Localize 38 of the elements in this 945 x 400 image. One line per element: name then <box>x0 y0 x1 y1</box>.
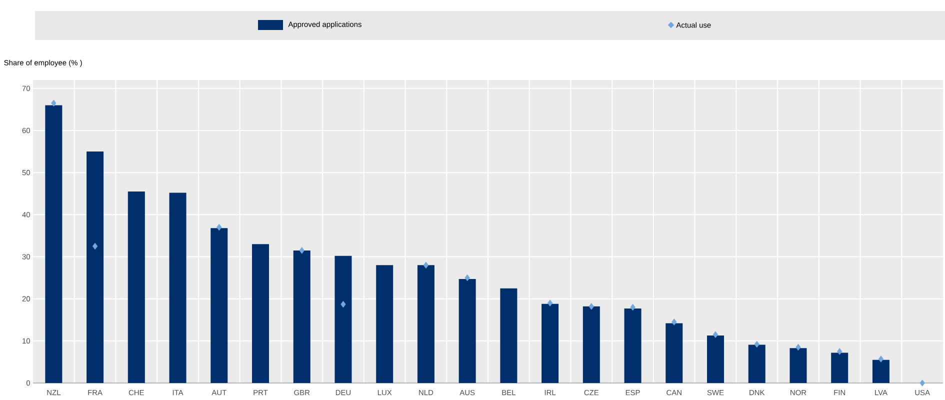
bar <box>376 265 394 383</box>
bar <box>45 105 62 383</box>
point <box>837 348 842 355</box>
point <box>672 318 677 326</box>
bar <box>169 192 186 383</box>
bar <box>790 348 807 383</box>
bar <box>872 360 890 383</box>
bar <box>624 308 642 383</box>
point <box>588 303 594 310</box>
bar <box>252 244 270 383</box>
point <box>423 262 429 269</box>
bar <box>210 228 228 383</box>
bar <box>458 279 476 383</box>
bar <box>128 192 145 383</box>
point <box>630 304 636 311</box>
bar <box>86 152 104 383</box>
point <box>547 300 553 306</box>
bar <box>707 335 724 383</box>
bar <box>417 265 434 383</box>
bar <box>542 304 559 383</box>
point <box>92 242 98 250</box>
point <box>920 380 925 386</box>
bar <box>666 323 683 383</box>
point <box>216 224 222 231</box>
bar <box>748 344 766 383</box>
point <box>796 344 801 351</box>
bar <box>334 256 352 383</box>
point <box>754 340 760 348</box>
point <box>340 300 346 308</box>
bar <box>582 306 600 383</box>
bar <box>831 352 848 383</box>
point <box>299 247 304 254</box>
bar <box>293 250 310 383</box>
bar <box>500 288 518 383</box>
point <box>878 356 884 362</box>
point <box>51 100 56 107</box>
point <box>712 331 718 338</box>
point <box>464 274 470 282</box>
